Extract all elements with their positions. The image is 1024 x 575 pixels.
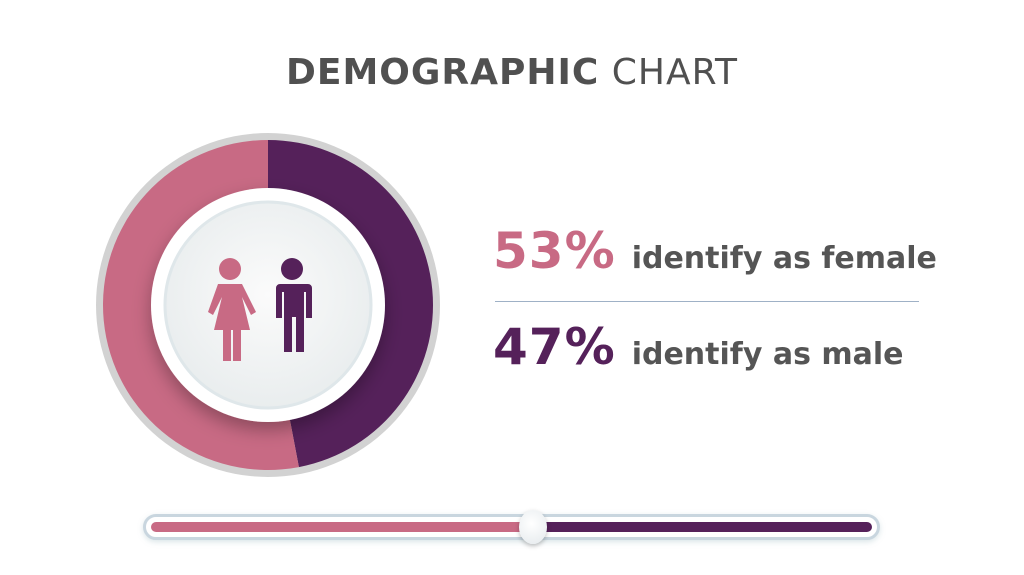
slider-track-male bbox=[533, 522, 872, 532]
male-stat: 47% identify as male bbox=[493, 318, 904, 376]
inner-disk bbox=[163, 200, 373, 410]
female-person-icon bbox=[208, 258, 256, 361]
divider bbox=[495, 301, 919, 302]
title-light: CHART bbox=[611, 52, 739, 93]
ratio-slider[interactable] bbox=[143, 510, 880, 544]
male-label: identify as male bbox=[631, 337, 904, 372]
slider-track-female bbox=[151, 522, 534, 532]
female-label: identify as female bbox=[631, 241, 937, 276]
donut-chart bbox=[96, 133, 440, 477]
slider-knob[interactable] bbox=[519, 510, 548, 544]
donut-slice-male bbox=[268, 140, 433, 468]
male-person-icon bbox=[276, 258, 312, 352]
female-stat: 53% identify as female bbox=[493, 222, 937, 280]
male-percent: 47% bbox=[493, 318, 616, 376]
female-percent: 53% bbox=[493, 222, 616, 280]
donut-slice-female bbox=[102, 139, 299, 471]
title-bold: DEMOGRAPHIC bbox=[285, 52, 600, 93]
chart-title: DEMOGRAPHIC CHART bbox=[0, 52, 1024, 93]
